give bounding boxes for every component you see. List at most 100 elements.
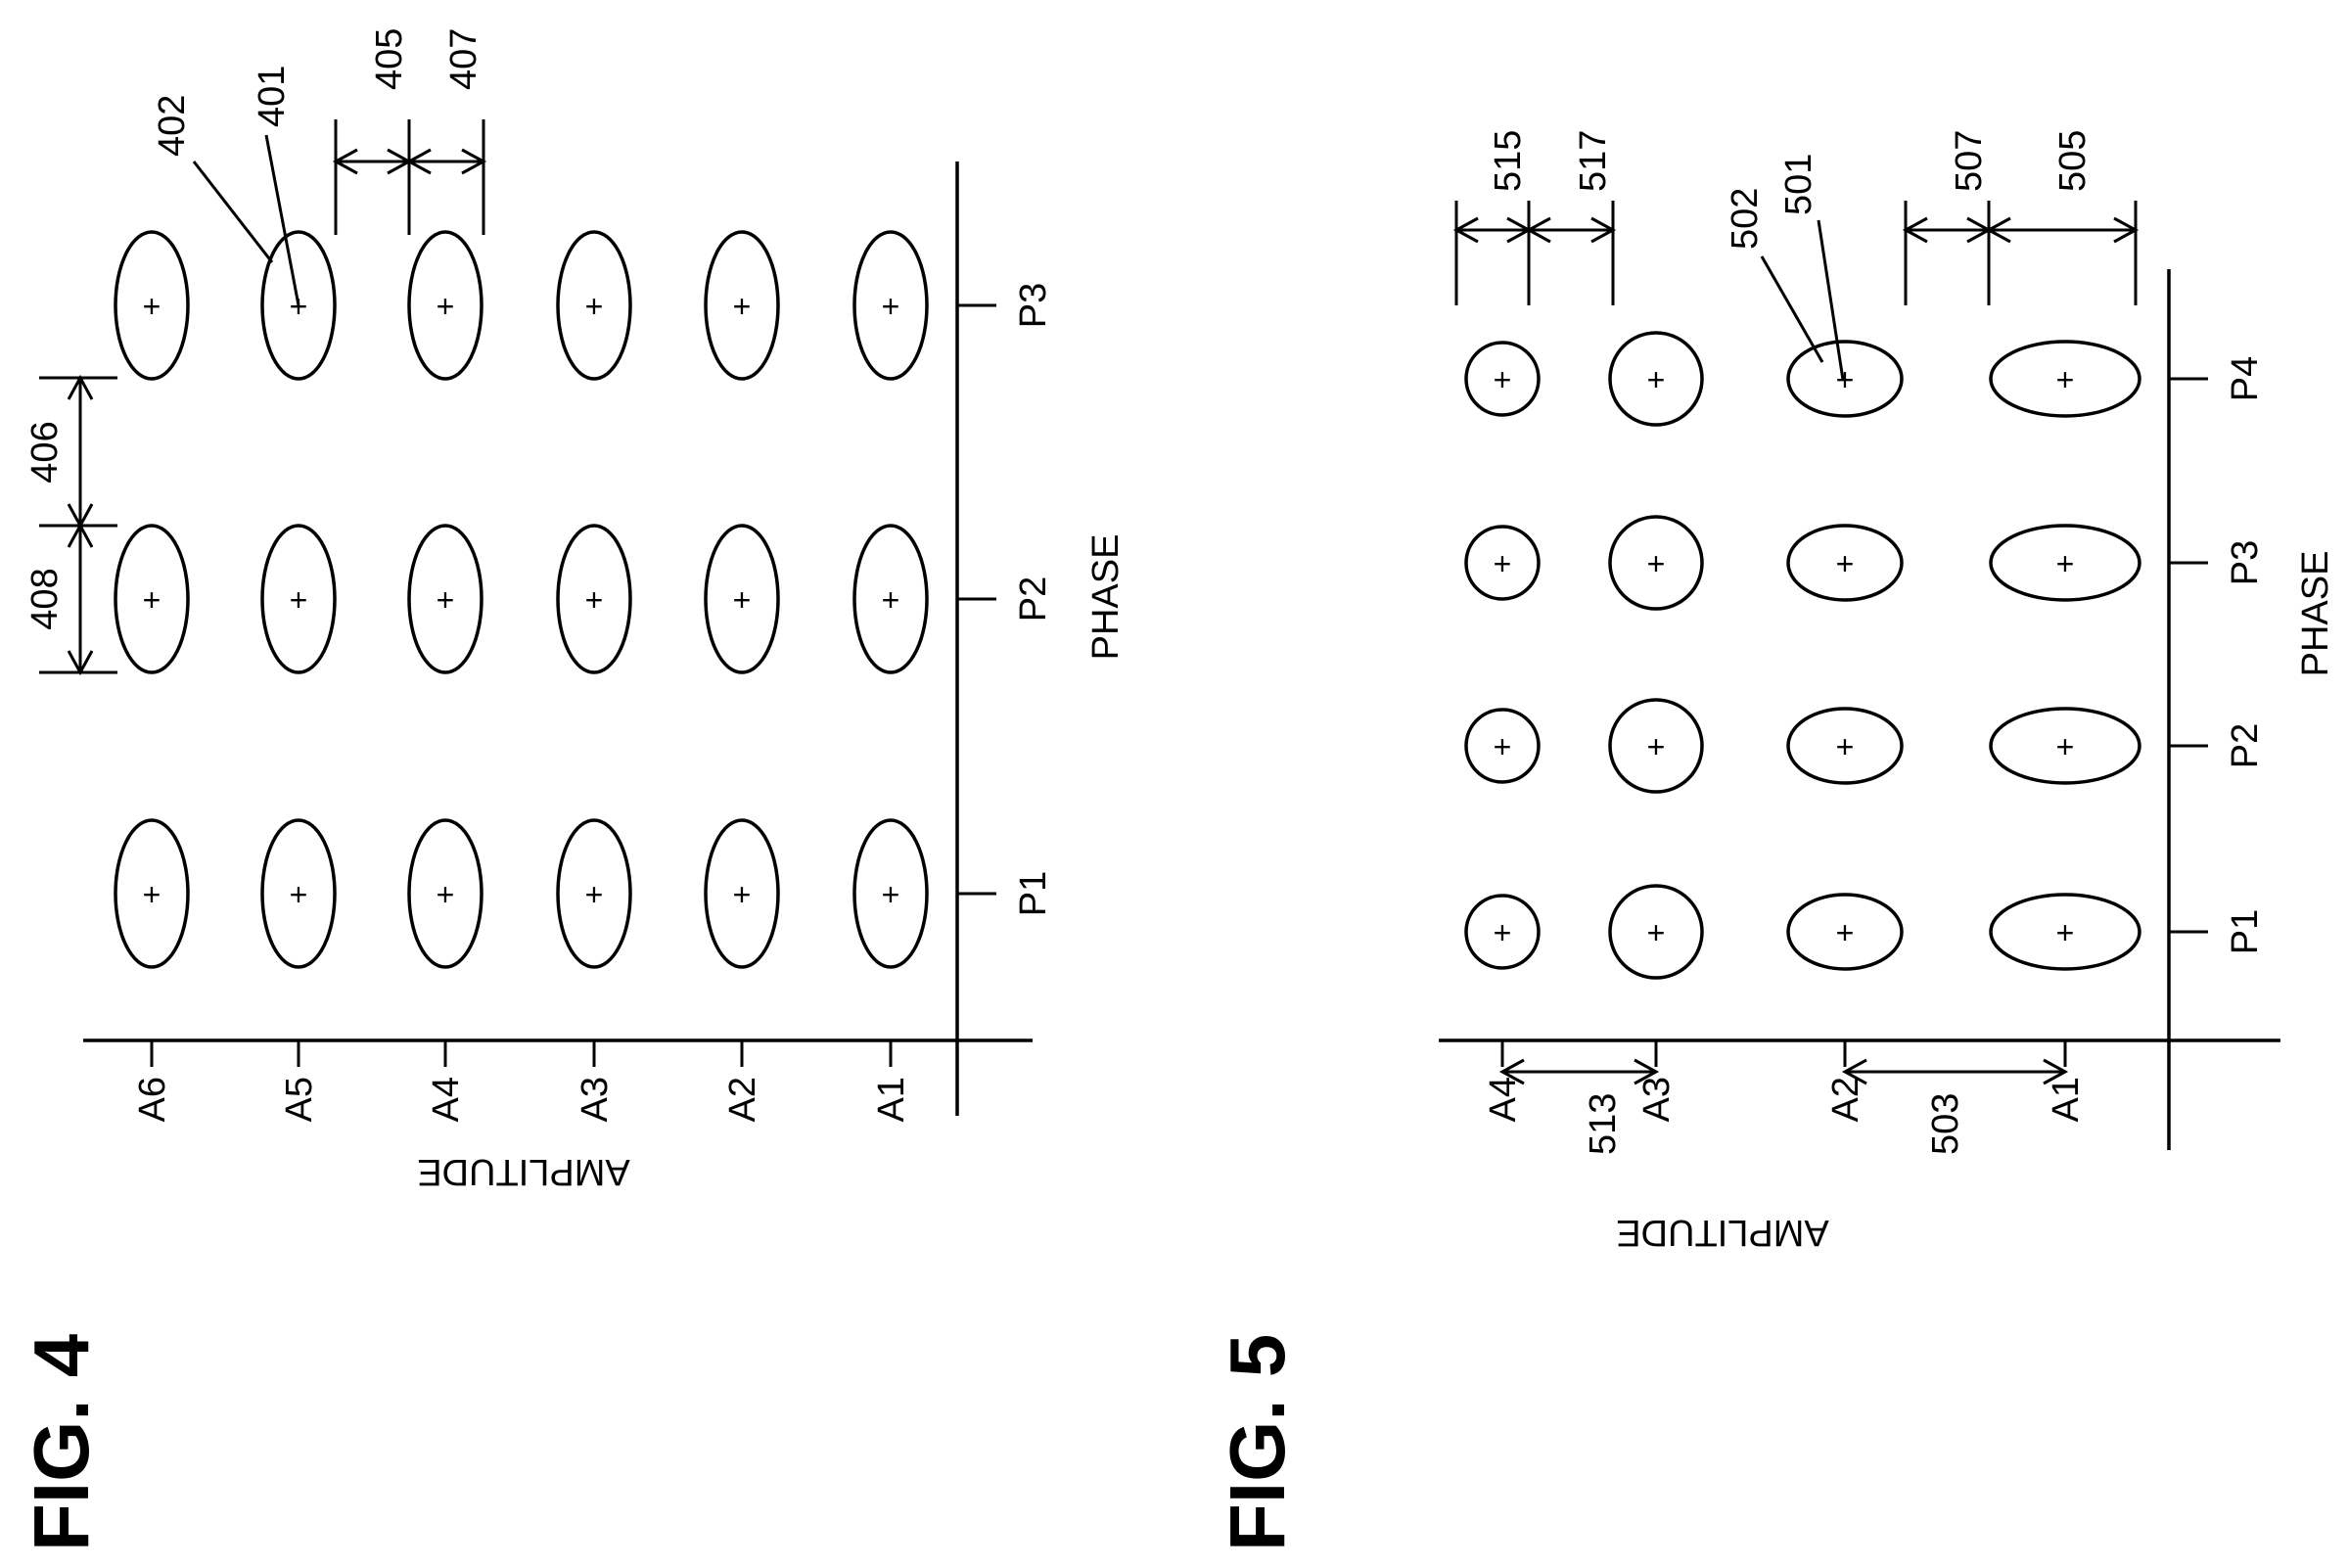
fig4-ellipse-a4-p2	[407, 524, 483, 674]
fig4-ellipse-a2-p2	[704, 524, 780, 674]
fig5-ellipse-a2-p3	[1786, 524, 1904, 602]
fig4-ref-406: 406	[24, 421, 66, 483]
fig5-ellipse-a3-p2	[1608, 698, 1704, 794]
fig5-constellation-point-a3-p1: +	[1608, 884, 1704, 980]
fig5-ellipse-a2-p2	[1786, 707, 1904, 785]
fig5-center-mark-a2-p2: +	[1836, 729, 1855, 764]
fig4-leader-402	[192, 161, 274, 263]
fig5-ref-501: 501	[1778, 154, 1819, 215]
fig4-center-mark-a1-p2: +	[882, 582, 900, 618]
fig5-arrow-507-left	[1902, 216, 1928, 244]
fig4-arrow-407-left	[405, 148, 432, 175]
fig5-ellipse-a4-p2	[1464, 708, 1541, 784]
fig4-constellation-point-a6-p3: +	[114, 230, 190, 381]
fig4-ellipse-a1-p2	[852, 524, 929, 674]
fig4-constellation-point-a2-p1: +	[704, 818, 780, 969]
fig4-ellipse-a3-p1	[556, 818, 632, 969]
fig5-phase-label-p4: P4	[2225, 356, 2266, 401]
fig5-constellation-point-a2-p1: +	[1786, 893, 1904, 971]
fig4-center-mark-a4-p3: +	[437, 289, 455, 324]
fig4-constellation-point-a5-p1: +	[260, 818, 337, 969]
fig5-arrow-503-left	[1841, 1058, 1867, 1085]
fig4-ellipse-a1-p3	[852, 230, 929, 381]
fig4-amp-label-a3: A3	[575, 1077, 616, 1122]
fig5-constellation-point-a4-p1: +	[1464, 894, 1541, 970]
fig5-constellation-point-a3-p3: +	[1608, 515, 1704, 611]
fig4-ref-401: 401	[252, 66, 293, 127]
fig5-ellipse-a3-p1	[1608, 884, 1704, 980]
fig5-constellation-point-a2-p4: +	[1786, 340, 1904, 418]
fig5-center-mark-a4-p2: +	[1494, 729, 1512, 764]
fig5-phase-label-p2: P2	[2225, 723, 2266, 768]
fig5-arrow-513-right	[1634, 1058, 1660, 1085]
fig5-amp-label-a1: A1	[2046, 1077, 2087, 1122]
fig4-amp-label-a6: A6	[132, 1077, 173, 1122]
fig5-arrow-505-right	[2113, 216, 2140, 244]
fig4-amp-label-a5: A5	[279, 1077, 320, 1122]
fig5-center-mark-a4-p1: +	[1494, 915, 1512, 950]
fig4-ref-405: 405	[369, 28, 410, 90]
fig4-ref-407: 407	[443, 28, 484, 90]
fig5-arrow-517-left	[1525, 216, 1551, 244]
fig5-constellation-point-a3-p4: +	[1608, 331, 1704, 427]
fig5-ellipse-a4-p3	[1464, 525, 1541, 601]
fig4-phase-label-p2: P2	[1013, 576, 1054, 622]
fig4-constellation-point-a5-p2: +	[260, 524, 337, 674]
fig5-ref-502: 502	[1725, 188, 1766, 250]
fig5-ref-513: 513	[1583, 1093, 1624, 1155]
fig5-constellation-point-a4-p3: +	[1464, 525, 1541, 601]
fig5-ellipse-a1-p4	[1989, 340, 2141, 418]
fig4-center-mark-a2-p1: +	[733, 877, 752, 912]
fig4-constellation-point-a2-p2: +	[704, 524, 780, 674]
fig4-center-mark-a1-p1: +	[882, 877, 900, 912]
fig4-arrow-407-right	[461, 148, 487, 175]
fig5-amplitude-axis-title: AMPLITUDE	[1616, 1212, 1828, 1253]
fig5-constellation-point-a1-p2: +	[1989, 707, 2141, 785]
fig4-ellipse-a6-p2	[114, 524, 190, 674]
fig4-center-mark-a2-p2: +	[733, 582, 752, 618]
fig5-constellation-point-a2-p2: +	[1786, 707, 1904, 785]
fig4-constellation-point-a4-p3: +	[407, 230, 483, 381]
fig4-center-mark-a3-p3: +	[585, 289, 604, 324]
fig4-arrow-408-top	[67, 522, 94, 548]
fig5-ellipse-a1-p2	[1989, 707, 2141, 785]
fig5-ellipse-a1-p1	[1989, 893, 2141, 971]
fig5-ellipse-a1-p3	[1989, 524, 2141, 602]
fig5-constellation-point-a4-p2: +	[1464, 708, 1541, 784]
fig4-arrow-408-bottom	[67, 650, 94, 676]
fig5-arrow-503-right	[2043, 1058, 2069, 1085]
fig4-ellipse-a3-p3	[556, 230, 632, 381]
fig4-ref-402: 402	[152, 95, 193, 157]
fig5-title: FIG. 5	[1214, 1334, 1301, 1551]
fig4-constellation-point-a4-p2: +	[407, 524, 483, 674]
fig5-diagram: A4 A3 A2 A1 P1 P2 P3 P4 AMPLITUDE PHASE + + + + + +…	[1439, 130, 2336, 1253]
fig5-center-mark-a2-p4: +	[1836, 362, 1855, 397]
fig5-ellipse-a3-p3	[1608, 515, 1704, 611]
fig5-center-mark-a2-p1: +	[1836, 915, 1855, 950]
fig4-phase-axis-title: PHASE	[1085, 534, 1127, 661]
fig4-ellipse-a5-p2	[260, 524, 337, 674]
fig4-constellation-point-a6-p1: +	[114, 818, 190, 969]
fig5-center-mark-a3-p3: +	[1647, 546, 1666, 581]
fig4-center-mark-a5-p2: +	[290, 582, 308, 618]
fig5-ellipse-a2-p4	[1786, 340, 1904, 418]
fig4-ellipse-a3-p2	[556, 524, 632, 674]
fig5-arrow-517-right	[1590, 216, 1617, 244]
fig5-phase-label-p3: P3	[2225, 540, 2266, 585]
fig4-ellipse-a4-p3	[407, 230, 483, 381]
fig4-constellation-point-a2-p3: +	[704, 230, 780, 381]
fig5-amp-label-a4: A4	[1483, 1077, 1524, 1122]
fig5-ref-505: 505	[2052, 130, 2094, 192]
fig5-center-mark-a1-p1: +	[2056, 915, 2075, 950]
fig5-arrow-513-left	[1498, 1058, 1525, 1085]
fig5-constellation-point-a1-p3: +	[1989, 524, 2141, 602]
fig4-amp-label-a4: A4	[426, 1077, 467, 1122]
fig4-arrow-405-left	[332, 148, 358, 175]
fig4-center-mark-a1-p3: +	[882, 289, 900, 324]
fig4-ellipse-a2-p3	[704, 230, 780, 381]
fig4-arrow-406-top	[67, 374, 94, 400]
fig4-ellipse-a5-p1	[260, 818, 337, 969]
fig5-constellation-point-a3-p2: +	[1608, 698, 1704, 794]
fig5-center-mark-a3-p4: +	[1647, 362, 1666, 397]
